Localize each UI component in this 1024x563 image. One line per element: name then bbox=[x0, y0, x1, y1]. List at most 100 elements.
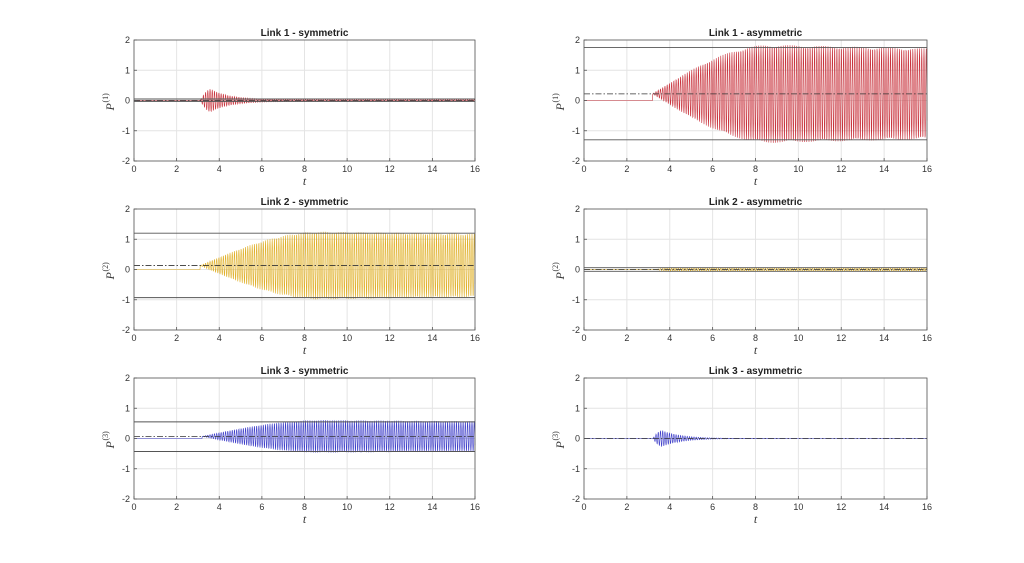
y-tick-label: 0 bbox=[575, 434, 580, 444]
x-axis-label: t bbox=[754, 174, 758, 188]
x-tick-label: 10 bbox=[793, 502, 803, 512]
y-axis-label-superscript: (3) bbox=[101, 431, 110, 441]
y-tick-label: -1 bbox=[122, 126, 130, 136]
x-tick-label: 0 bbox=[131, 502, 136, 512]
x-tick-label: 14 bbox=[879, 502, 889, 512]
x-tick-label: 6 bbox=[259, 502, 264, 512]
y-tick-label: -1 bbox=[572, 126, 580, 136]
y-tick-label: -2 bbox=[572, 494, 580, 504]
y-axis-label-text: P bbox=[103, 441, 117, 450]
x-tick-label: 10 bbox=[342, 502, 352, 512]
x-tick-label: 2 bbox=[624, 333, 629, 343]
x-tick-label: 16 bbox=[470, 164, 480, 174]
y-axis-label-text: P bbox=[553, 103, 567, 112]
y-tick-label: -2 bbox=[122, 325, 130, 335]
x-tick-label: 16 bbox=[470, 333, 480, 343]
y-tick-label: 2 bbox=[575, 204, 580, 214]
y-tick-label: 1 bbox=[575, 403, 580, 413]
x-tick-label: 8 bbox=[302, 333, 307, 343]
y-tick-label: -1 bbox=[122, 295, 130, 305]
x-tick-label: 0 bbox=[131, 333, 136, 343]
y-axis-label-superscript: (1) bbox=[101, 93, 110, 103]
x-tick-label: 12 bbox=[836, 164, 846, 174]
x-tick-label: 4 bbox=[667, 333, 672, 343]
x-tick-label: 0 bbox=[581, 502, 586, 512]
x-tick-label: 16 bbox=[922, 164, 932, 174]
signal-line bbox=[584, 430, 927, 448]
y-tick-label: 1 bbox=[575, 65, 580, 75]
x-tick-label: 14 bbox=[427, 502, 437, 512]
x-tick-label: 6 bbox=[710, 502, 715, 512]
x-tick-label: 4 bbox=[217, 502, 222, 512]
x-tick-label: 10 bbox=[793, 333, 803, 343]
y-tick-label: 2 bbox=[575, 373, 580, 383]
y-tick-label: 0 bbox=[125, 434, 130, 444]
x-tick-label: 8 bbox=[753, 333, 758, 343]
x-axis-label: t bbox=[303, 343, 307, 357]
chart-title: Link 3 - asymmetric bbox=[709, 366, 803, 377]
x-tick-label: 6 bbox=[710, 333, 715, 343]
x-tick-label: 8 bbox=[302, 502, 307, 512]
x-tick-label: 2 bbox=[174, 164, 179, 174]
x-tick-label: 14 bbox=[879, 333, 889, 343]
x-tick-label: 8 bbox=[302, 164, 307, 174]
y-tick-label: -1 bbox=[122, 464, 130, 474]
x-tick-label: 2 bbox=[174, 502, 179, 512]
y-tick-label: 0 bbox=[575, 96, 580, 106]
y-tick-label: -2 bbox=[122, 494, 130, 504]
x-tick-label: 2 bbox=[624, 164, 629, 174]
y-tick-label: -1 bbox=[572, 464, 580, 474]
x-tick-label: 16 bbox=[470, 502, 480, 512]
y-tick-label: 1 bbox=[125, 234, 130, 244]
x-tick-label: 4 bbox=[217, 333, 222, 343]
y-axis-label: P(2) bbox=[551, 262, 567, 281]
signal-line bbox=[584, 45, 928, 143]
y-tick-label: 0 bbox=[125, 96, 130, 106]
y-axis-label-text: P bbox=[553, 441, 567, 450]
x-tick-label: 10 bbox=[793, 164, 803, 174]
x-tick-label: 16 bbox=[922, 333, 932, 343]
x-axis-label: t bbox=[303, 174, 307, 188]
x-tick-label: 6 bbox=[710, 164, 715, 174]
x-tick-label: 12 bbox=[385, 502, 395, 512]
chart-title: Link 1 - asymmetric bbox=[709, 28, 803, 39]
x-tick-label: 14 bbox=[879, 164, 889, 174]
y-axis-label: P(1) bbox=[551, 93, 567, 112]
y-axis-label-superscript: (2) bbox=[551, 262, 560, 272]
x-axis-label: t bbox=[754, 343, 758, 357]
y-axis-label: P(3) bbox=[101, 431, 117, 450]
y-axis-label-text: P bbox=[103, 272, 117, 281]
y-tick-label: 1 bbox=[125, 65, 130, 75]
x-tick-label: 8 bbox=[753, 502, 758, 512]
x-tick-label: 10 bbox=[342, 164, 352, 174]
y-axis-label-superscript: (1) bbox=[551, 93, 560, 103]
x-tick-label: 12 bbox=[836, 502, 846, 512]
x-tick-label: 4 bbox=[667, 502, 672, 512]
y-tick-label: 2 bbox=[125, 204, 130, 214]
y-tick-label: -2 bbox=[572, 156, 580, 166]
y-tick-label: 2 bbox=[575, 35, 580, 45]
chart-title: Link 2 - asymmetric bbox=[709, 197, 803, 208]
y-axis-label-text: P bbox=[103, 103, 117, 112]
x-tick-label: 0 bbox=[581, 164, 586, 174]
chart-title: Link 2 - symmetric bbox=[261, 197, 349, 208]
y-tick-label: -2 bbox=[122, 156, 130, 166]
x-tick-label: 12 bbox=[385, 333, 395, 343]
x-tick-label: 12 bbox=[836, 333, 846, 343]
y-tick-label: -1 bbox=[572, 295, 580, 305]
y-tick-label: 1 bbox=[125, 403, 130, 413]
chart-title: Link 3 - symmetric bbox=[261, 366, 349, 377]
y-tick-label: 1 bbox=[575, 234, 580, 244]
x-tick-label: 14 bbox=[427, 164, 437, 174]
y-axis-label: P(3) bbox=[551, 431, 567, 450]
y-tick-label: -2 bbox=[572, 325, 580, 335]
x-axis-label: t bbox=[303, 512, 307, 526]
y-axis-label-superscript: (3) bbox=[551, 431, 560, 441]
y-axis-label: P(1) bbox=[101, 93, 117, 112]
y-axis-label-text: P bbox=[553, 272, 567, 281]
